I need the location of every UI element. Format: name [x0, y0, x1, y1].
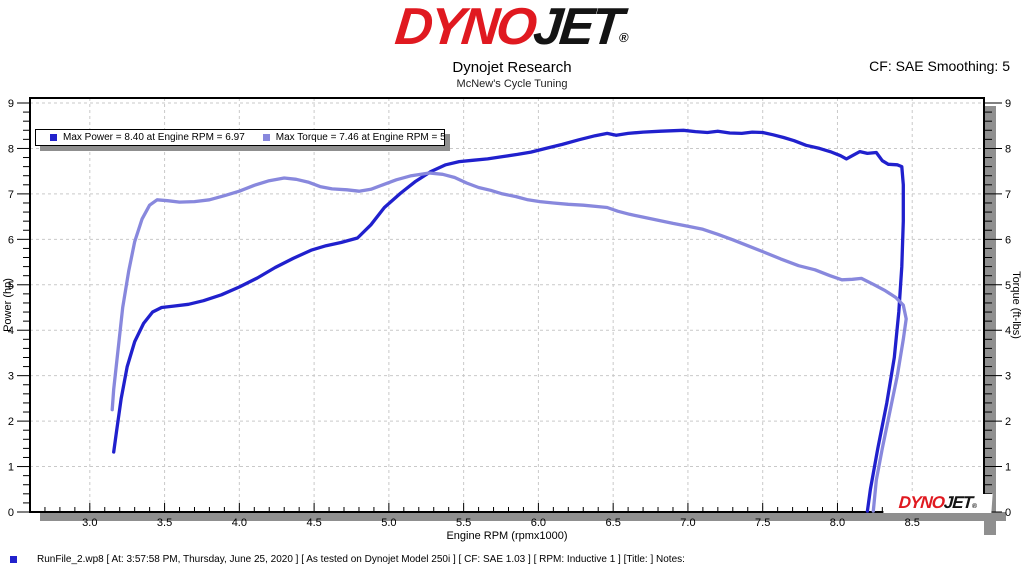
svg-text:3.0: 3.0 [82, 517, 97, 529]
svg-text:5.5: 5.5 [456, 517, 471, 529]
svg-text:4.0: 4.0 [232, 517, 247, 529]
svg-text:6: 6 [8, 234, 14, 246]
svg-text:1: 1 [1005, 462, 1011, 474]
power-swatch [50, 134, 57, 141]
torque-curve [110, 171, 908, 513]
svg-text:4: 4 [1005, 325, 1011, 337]
y-tick-labels: 0 0 1 1 2 2 3 3 4 4 5 5 6 6 7 7 8 8 9 9 [8, 98, 1011, 519]
power-curve [112, 128, 905, 513]
watermark-jet-text: JET [943, 493, 973, 512]
svg-text:7: 7 [8, 189, 14, 201]
max-torque-label: Max Torque = 7.46 at Engine RPM = 5.27 [275, 132, 445, 143]
svg-text:5: 5 [8, 280, 14, 292]
run-color-swatch [10, 556, 17, 563]
svg-text:3: 3 [8, 371, 14, 383]
torque-swatch [262, 134, 270, 141]
svg-text:8: 8 [8, 143, 14, 155]
svg-text:4: 4 [8, 325, 14, 337]
smoothing-label: CF: SAE Smoothing: 5 [869, 58, 1010, 74]
svg-text:6.5: 6.5 [606, 517, 621, 529]
x-axis-label-rpm: Engine RPM (rpmx1000) [446, 530, 568, 542]
svg-text:9: 9 [1005, 98, 1011, 110]
svg-text:7: 7 [1005, 189, 1011, 201]
watermark-registered-mark: ® [971, 503, 978, 510]
plot-border [29, 97, 985, 513]
dynojet-watermark-logo: DYNOJET® [883, 493, 993, 513]
x-tick-labels: 3.0 3.5 4.0 4.5 5.0 5.5 6.0 6.5 7.0 7.5 8.0 8.5 [82, 517, 920, 529]
svg-text:8.0: 8.0 [830, 517, 845, 529]
svg-text:7.5: 7.5 [755, 517, 770, 529]
svg-text:3: 3 [1005, 371, 1011, 383]
svg-text:2: 2 [1005, 416, 1011, 428]
max-power-label: Max Power = 8.40 at Engine RPM = 6.97 [63, 132, 245, 143]
svg-text:5.0: 5.0 [381, 517, 396, 529]
legend-power-item: Max Power = 8.40 at Engine RPM = 6.97 [50, 132, 245, 143]
y-axis-label-power: Power (hp) [2, 278, 14, 332]
gridlines [30, 98, 984, 512]
page-title: Dynojet Research [452, 59, 572, 76]
svg-text:0: 0 [1005, 507, 1011, 519]
svg-text:0: 0 [8, 507, 14, 519]
legend-torque-item: Max Torque = 7.46 at Engine RPM = 5.27 [262, 132, 445, 143]
svg-text:6: 6 [1005, 234, 1011, 246]
page-subtitle: McNew's Cycle Tuning [456, 78, 568, 90]
chart-legend: Max Power = 8.40 at Engine RPM = 6.97 Ma… [35, 129, 445, 146]
plot-shadow-right [984, 106, 996, 535]
plot-shadow-bottom [40, 512, 1006, 521]
axis-ticks [17, 102, 1002, 513]
svg-text:9: 9 [8, 98, 14, 110]
svg-text:5: 5 [1005, 280, 1011, 292]
y-axis-label-torque: Torque (ft-lbs) [1010, 271, 1022, 339]
svg-text:4.5: 4.5 [306, 517, 321, 529]
run-info-text: RunFile_2.wp8 [ At: 3:57:58 PM, Thursday… [37, 554, 685, 565]
svg-text:3.5: 3.5 [157, 517, 172, 529]
svg-text:2: 2 [8, 416, 14, 428]
svg-text:8.5: 8.5 [905, 517, 920, 529]
svg-text:6.0: 6.0 [531, 517, 546, 529]
svg-text:8: 8 [1005, 143, 1011, 155]
svg-text:7.0: 7.0 [680, 517, 695, 529]
header: DYNOJET® Dynojet Research McNew's Cycle … [0, 0, 1024, 90]
watermark-dyno-text: DYNO [898, 493, 945, 512]
svg-text:1: 1 [8, 462, 14, 474]
status-bar: RunFile_2.wp8 [ At: 3:57:58 PM, Thursday… [0, 553, 1024, 569]
